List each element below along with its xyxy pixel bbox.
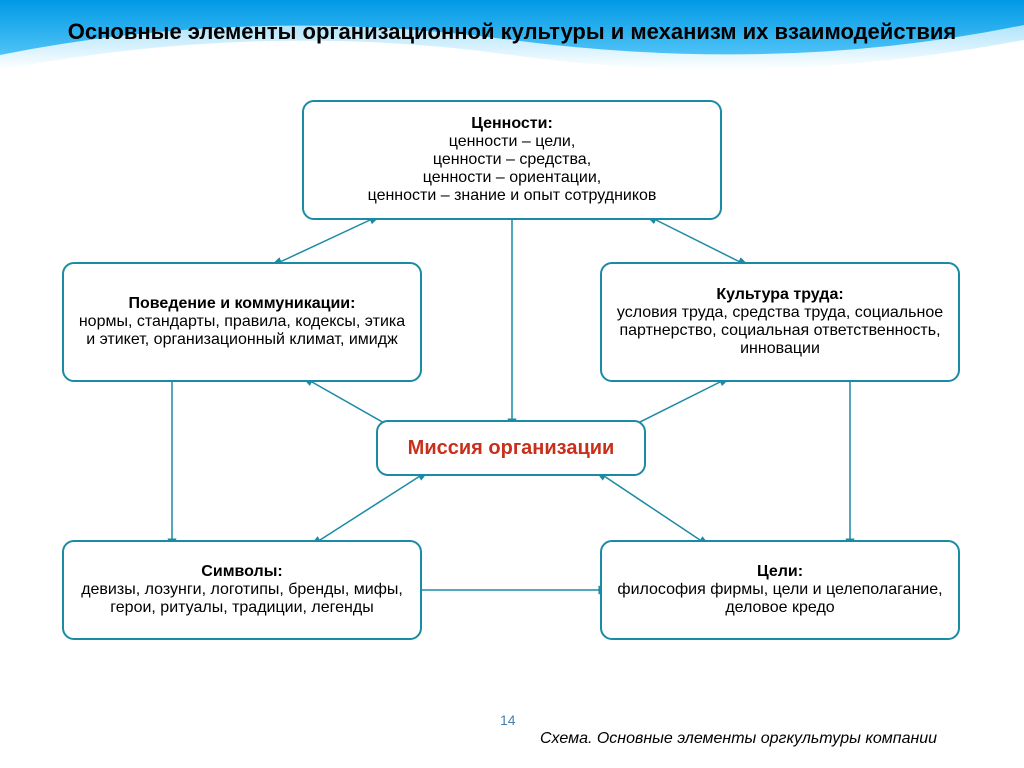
node-mission: Миссия организации bbox=[376, 420, 646, 476]
node-goals-title: Цели: bbox=[757, 563, 803, 581]
connector-goals-mission bbox=[604, 476, 700, 540]
node-values-title: Ценности: bbox=[471, 115, 553, 133]
node-behavior-body: нормы, стандарты, правила, кодексы, этик… bbox=[78, 313, 406, 349]
connector-values-behavior bbox=[280, 220, 370, 262]
node-labor-culture: Культура труда: условия труда, средства … bbox=[600, 262, 960, 382]
node-labor-culture-title: Культура труда: bbox=[716, 286, 843, 304]
node-symbols-body: девизы, лозунги, логотипы, бренды, мифы,… bbox=[78, 581, 406, 617]
node-behavior-title: Поведение и коммуникации: bbox=[129, 295, 356, 313]
node-values: Ценности: ценности – цели,ценности – сре… bbox=[302, 100, 722, 220]
node-values-body: ценности – цели,ценности – средства,ценн… bbox=[368, 133, 657, 205]
node-symbols-title: Символы: bbox=[201, 563, 282, 581]
connector-values-laborCulture bbox=[656, 220, 740, 262]
node-goals: Цели: философия фирмы, цели и целеполага… bbox=[600, 540, 960, 640]
node-goals-body: философия фирмы, цели и целеполагание, д… bbox=[616, 581, 944, 617]
node-symbols: Символы: девизы, лозунги, логотипы, брен… bbox=[62, 540, 422, 640]
node-labor-culture-body: условия труда, средства труда, социально… bbox=[616, 304, 944, 358]
node-behavior: Поведение и коммуникации: нормы, стандар… bbox=[62, 262, 422, 382]
connector-symbols-mission bbox=[320, 476, 420, 540]
node-mission-title: Миссия организации bbox=[408, 437, 615, 460]
